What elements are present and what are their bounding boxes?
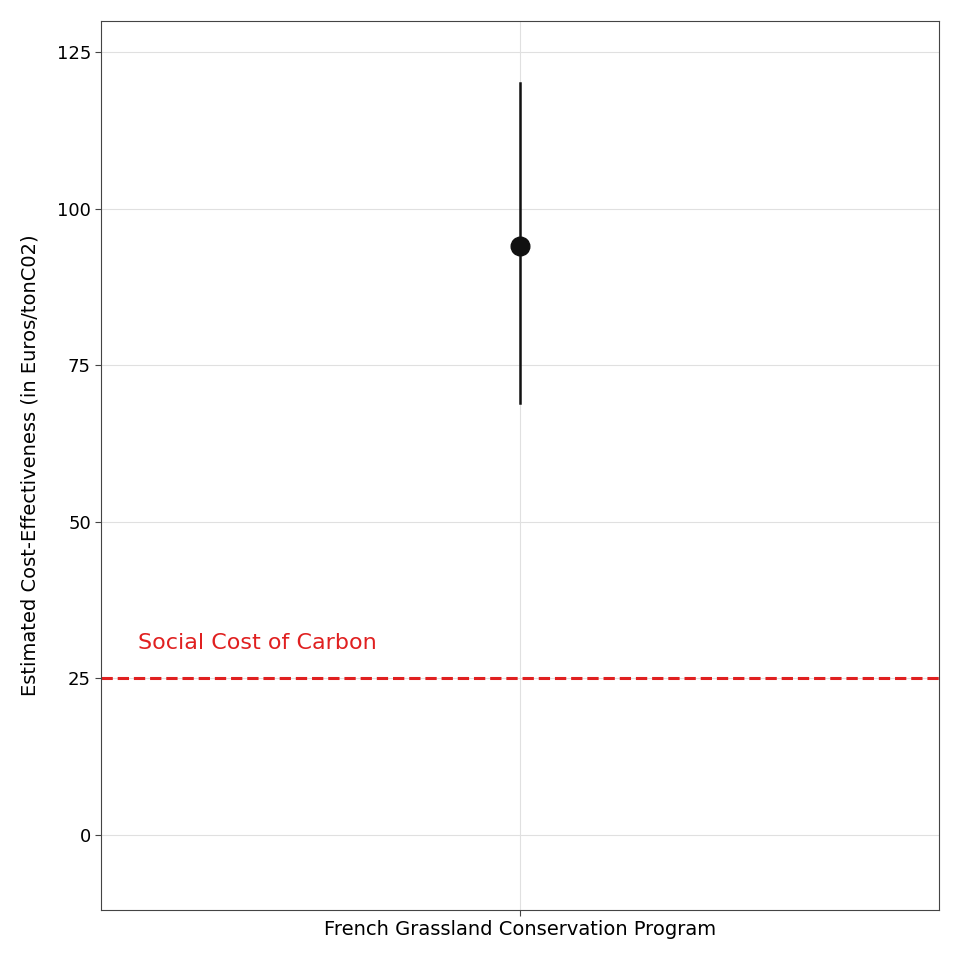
- Text: Social Cost of Carbon: Social Cost of Carbon: [138, 633, 376, 653]
- Point: [513, 238, 528, 253]
- Y-axis label: Estimated Cost-Effectiveness (in Euros/tonC02): Estimated Cost-Effectiveness (in Euros/t…: [21, 234, 39, 696]
